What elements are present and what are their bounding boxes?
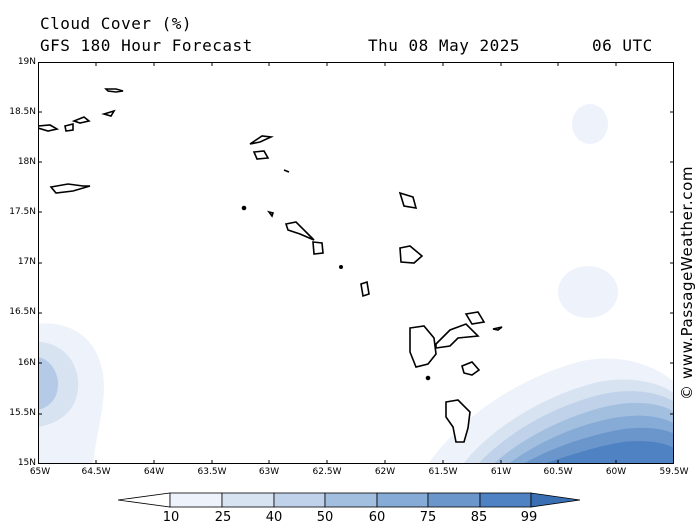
island-guadeloupe-bt (409, 325, 437, 368)
forecast-time: 06 UTC (592, 36, 653, 55)
legend-swatch-7 (479, 492, 532, 508)
island-les-saintes (425, 375, 431, 381)
legend-label-75: 75 (419, 510, 437, 525)
legend-label-60: 60 (368, 510, 386, 525)
lat-label-18: 18N (17, 157, 36, 167)
island-guadeloupe-gt (435, 323, 480, 349)
island-desirade (492, 326, 503, 331)
cloud-band-se-7 (543, 441, 674, 464)
legend-swatch-0 (117, 492, 171, 508)
lon-label-61: 61W (490, 467, 512, 477)
island-statia (267, 210, 275, 218)
legend-swatch-5 (376, 492, 429, 508)
island-nevis (312, 241, 324, 255)
lon-label-61-5: 61.5W (428, 467, 458, 477)
island-outlines (37, 88, 503, 443)
chart-title: Cloud Cover (%) (40, 14, 192, 33)
lat-label-17-5: 17.5N (9, 207, 36, 217)
lon-label-64: 64W (143, 467, 165, 477)
island-stbarth (283, 169, 290, 173)
map-area (37, 62, 674, 464)
island-antigua (399, 245, 424, 264)
forecast-date: Thu 08 May 2025 (368, 36, 520, 55)
legend-label-10: 10 (162, 510, 180, 525)
color-legend (117, 490, 582, 530)
lon-label-60-5: 60.5W (543, 467, 573, 477)
lon-label-64-5: 64.5W (81, 467, 111, 477)
island-stcroix (49, 183, 91, 194)
island-dominica (445, 399, 471, 443)
legend-label-85: 85 (470, 510, 488, 525)
cloud-patch-east (558, 266, 618, 318)
island-redonda (338, 265, 343, 270)
cloud-cover-field (38, 104, 674, 464)
legend-swatch-2 (221, 492, 275, 508)
legend-swatch-3 (273, 492, 326, 508)
island-saba (241, 205, 247, 211)
legend-label-40: 40 (265, 510, 283, 525)
lon-label-59-5: 59.5W (659, 467, 689, 477)
island-barbuda (398, 191, 418, 209)
legend-swatch-4 (324, 492, 378, 508)
island-stmartin (252, 150, 270, 160)
legend-swatch-1 (169, 492, 223, 508)
lat-label-18-5: 18.5N (9, 107, 36, 117)
legend-bar (117, 492, 581, 508)
watermark: © www.PassageWeather.com (678, 165, 696, 400)
map-canvas (37, 62, 674, 464)
island-grande-terre-tip (464, 311, 486, 325)
island-anguilla (249, 135, 274, 145)
legend-label-50: 50 (316, 510, 334, 525)
legend-swatch-8 (530, 492, 581, 508)
island-virgin-3 (64, 122, 74, 132)
tick-marks (38, 62, 674, 464)
cloud-patch-northeast (572, 104, 608, 144)
lat-label-16-5: 16.5N (9, 307, 36, 317)
legend-swatch-6 (427, 492, 481, 508)
island-montserrat (360, 280, 370, 298)
lat-label-15: 15N (17, 458, 36, 468)
lat-label-15-5: 15.5N (9, 408, 36, 418)
island-virgin-4 (71, 116, 91, 124)
lat-label-19: 19N (17, 57, 36, 67)
island-mariegalante (461, 361, 481, 376)
lon-label-65: 65W (29, 467, 51, 477)
lon-label-60: 60W (605, 467, 627, 477)
lat-label-17: 17N (17, 257, 36, 267)
forecast-subtitle: GFS 180 Hour Forecast (40, 36, 253, 55)
lon-label-63-5: 63.5W (197, 467, 227, 477)
legend-label-25: 25 (214, 510, 232, 525)
island-virgin-5 (101, 109, 116, 117)
lat-label-16: 16N (17, 358, 36, 368)
lon-label-62-5: 62.5W (312, 467, 342, 477)
lon-label-63: 63W (258, 467, 280, 477)
island-stkitts (284, 221, 315, 241)
legend-label-99: 99 (520, 510, 538, 525)
lon-label-62: 62W (374, 467, 396, 477)
cloud-patch-west-core (38, 357, 58, 410)
island-virgin-1 (104, 88, 124, 93)
